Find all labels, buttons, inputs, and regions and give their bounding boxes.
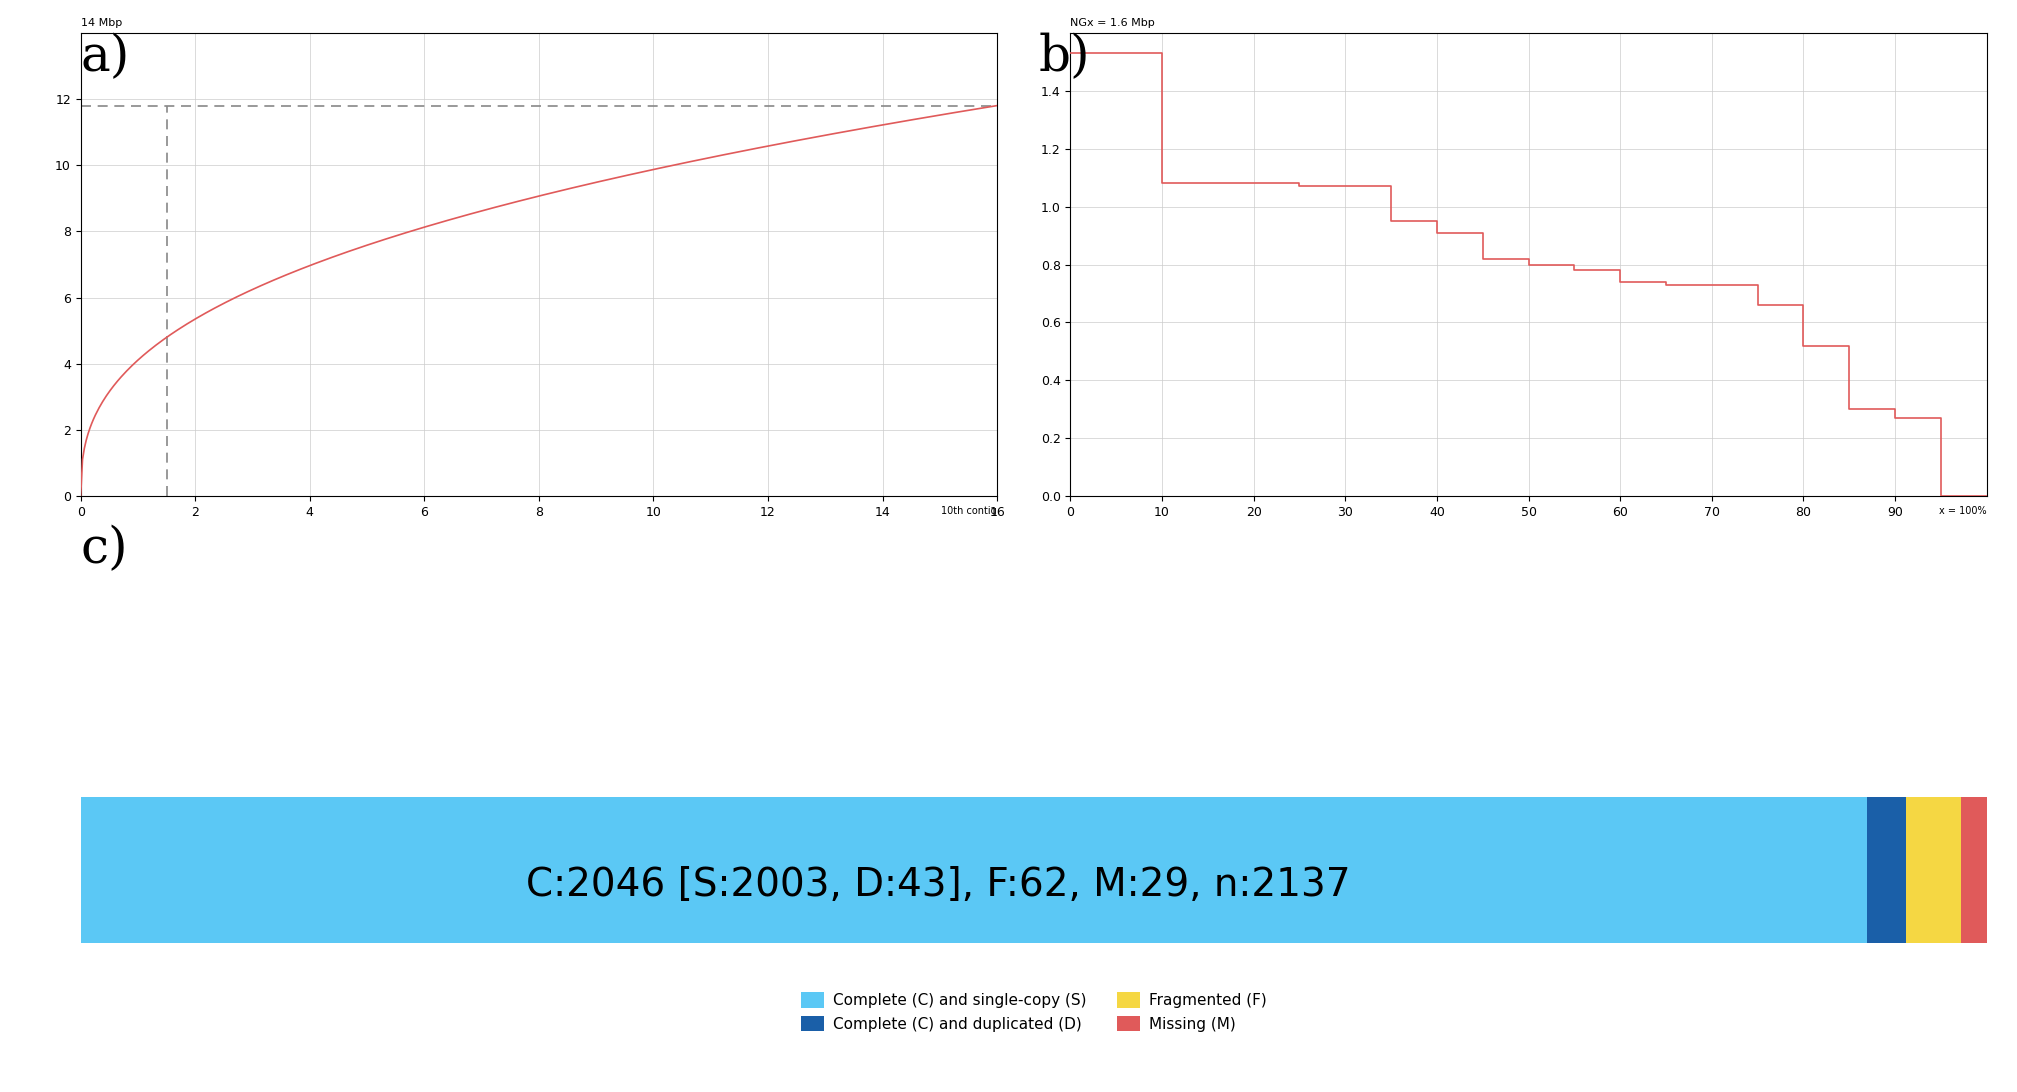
Bar: [81, 797, 1868, 972]
Text: 14 Mbp: 14 Mbp: [81, 19, 121, 28]
Bar: [1961, 797, 1987, 972]
Legend: Complete (C) and single-copy (S), Complete (C) and duplicated (D), Fragmented (F: Complete (C) and single-copy (S), Comple…: [801, 992, 1267, 1032]
Text: 10th contig: 10th contig: [942, 506, 996, 515]
Bar: [1906, 797, 1961, 972]
Text: x = 100%: x = 100%: [1938, 506, 1987, 515]
Text: a): a): [81, 33, 129, 82]
Text: NGx = 1.6 Mbp: NGx = 1.6 Mbp: [1071, 19, 1156, 28]
Text: c): c): [81, 524, 129, 573]
Bar: [1868, 797, 1906, 972]
Text: b): b): [1039, 33, 1091, 82]
Text: C:2046 [S:2003, D:43], F:62, M:29, n:2137: C:2046 [S:2003, D:43], F:62, M:29, n:213…: [526, 866, 1351, 903]
